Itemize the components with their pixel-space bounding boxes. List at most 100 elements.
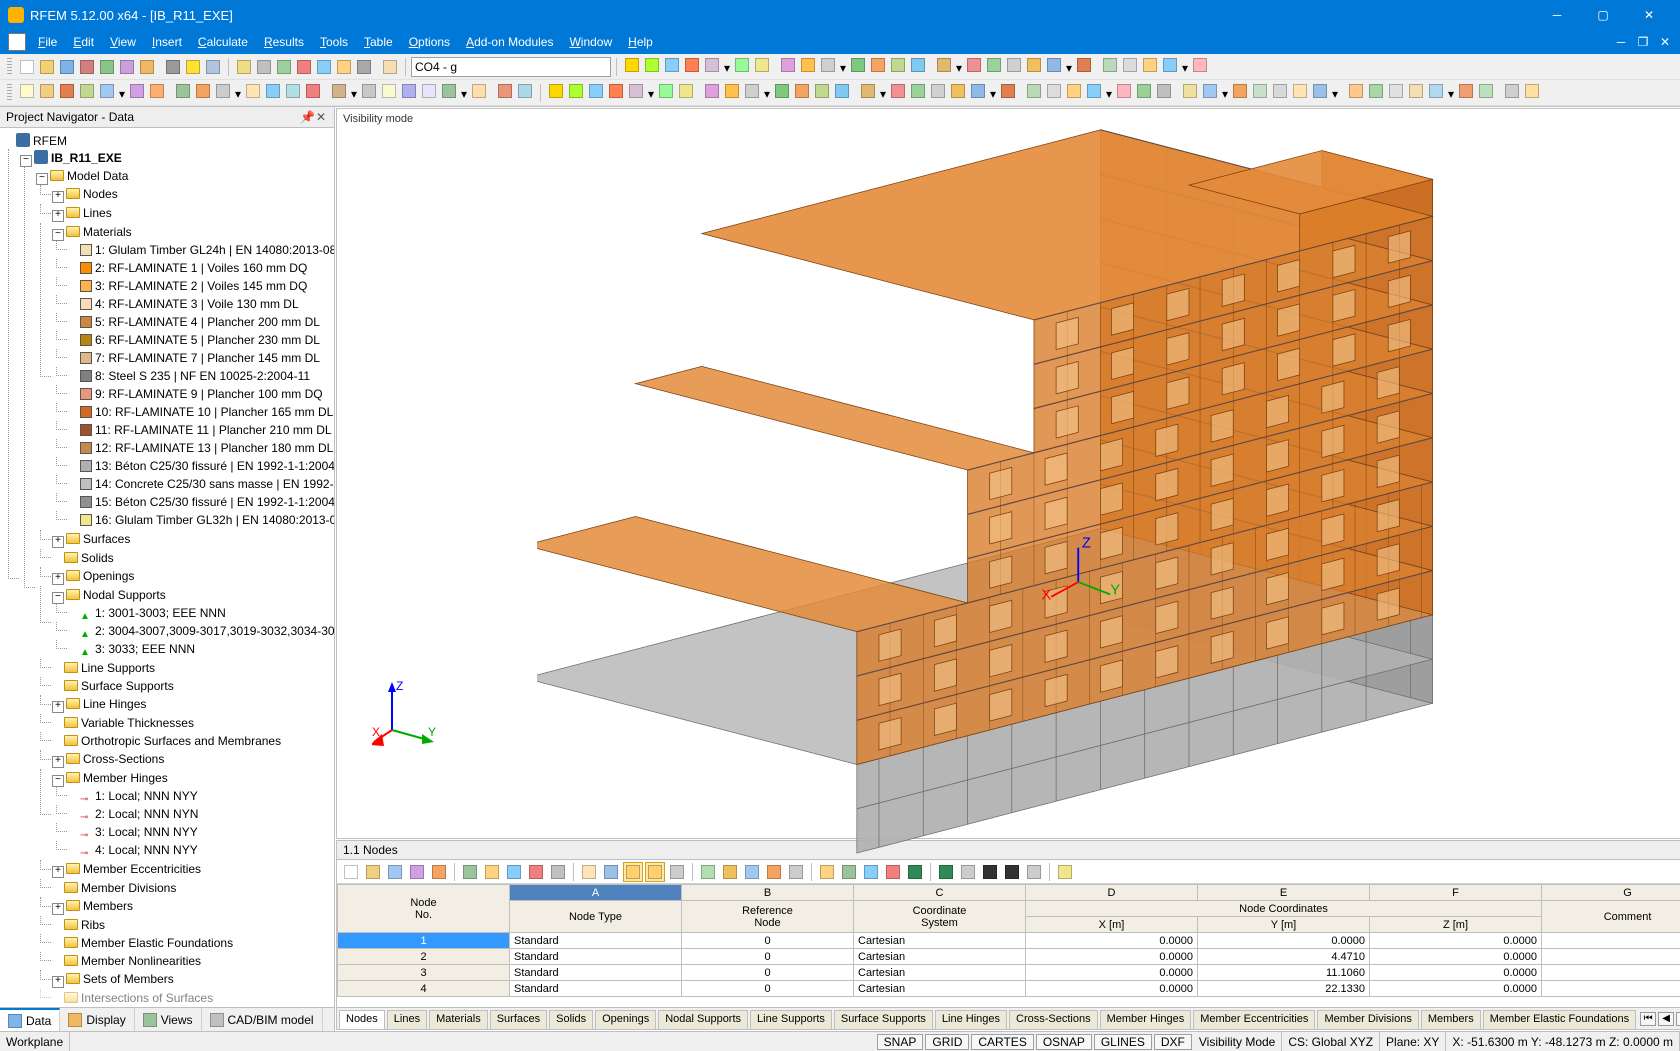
tree-member-hinges[interactable]: Member Hinges bbox=[83, 771, 168, 785]
tree-elastic-found[interactable]: Member Elastic Foundations bbox=[81, 936, 233, 950]
toolbar-button[interactable] bbox=[379, 81, 399, 101]
toolbar-button[interactable] bbox=[17, 81, 37, 101]
toolbar-button[interactable] bbox=[676, 81, 696, 101]
tree-material[interactable]: 2: RF-LAMINATE 1 | Voiles 160 mm DQ bbox=[95, 261, 307, 275]
table-row[interactable]: 2Standard0Cartesian0.00004.47100.0000 bbox=[338, 949, 1680, 965]
minimize-button[interactable]: ─ bbox=[1534, 0, 1580, 30]
status-toggle-osnap[interactable]: OSNAP bbox=[1036, 1034, 1092, 1050]
tree-solids[interactable]: Solids bbox=[81, 551, 114, 565]
toolbar-button[interactable] bbox=[682, 55, 702, 75]
toolbar-dropdown-icon[interactable]: ▾ bbox=[233, 84, 243, 104]
toolbar-button[interactable] bbox=[294, 57, 314, 77]
tree-line-hinges[interactable]: Line Hinges bbox=[83, 697, 146, 711]
tree-nodal-supports[interactable]: Nodal Supports bbox=[83, 588, 166, 602]
table-tab-openings[interactable]: Openings bbox=[595, 1010, 656, 1029]
table-tab-solids[interactable]: Solids bbox=[549, 1010, 593, 1029]
toolbar-button[interactable] bbox=[1426, 81, 1446, 101]
toolbar-button[interactable] bbox=[778, 55, 798, 75]
table-tab-surfaces[interactable]: Surfaces bbox=[490, 1010, 547, 1029]
toolbar-button[interactable] bbox=[1522, 81, 1542, 101]
tree-material[interactable]: 9: RF-LAMINATE 9 | Plancher 100 mm DQ bbox=[95, 387, 323, 401]
toolbar-button[interactable] bbox=[1024, 81, 1044, 101]
tree-openings[interactable]: Openings bbox=[83, 569, 134, 583]
toolbar-button[interactable] bbox=[254, 57, 274, 77]
toolbar-dropdown-icon[interactable]: ▾ bbox=[988, 84, 998, 104]
toolbar-button[interactable] bbox=[243, 81, 263, 101]
toolbar-button[interactable] bbox=[359, 81, 379, 101]
toolbar-button[interactable] bbox=[792, 81, 812, 101]
toolbar-button[interactable] bbox=[234, 57, 254, 77]
toolbar-button[interactable] bbox=[1310, 81, 1330, 101]
toolbar-button[interactable] bbox=[1114, 81, 1134, 101]
tree-material[interactable]: 3: RF-LAMINATE 2 | Voiles 145 mm DQ bbox=[95, 279, 307, 293]
toolbar-dropdown-icon[interactable]: ▾ bbox=[762, 84, 772, 104]
table-row[interactable]: 4Standard0Cartesian0.000022.13300.0000 bbox=[338, 981, 1680, 997]
table-toolbar-button[interactable] bbox=[482, 862, 502, 882]
mdi-minimize-icon[interactable]: ─ bbox=[1612, 35, 1630, 49]
toolbar-dropdown-icon[interactable]: ▾ bbox=[1180, 58, 1190, 78]
toolbar-button[interactable] bbox=[97, 57, 117, 77]
tree-ribs[interactable]: Ribs bbox=[81, 918, 105, 932]
toolbar-button[interactable] bbox=[848, 55, 868, 75]
toolbar-button[interactable] bbox=[1386, 81, 1406, 101]
tree-member-div[interactable]: Member Divisions bbox=[81, 881, 176, 895]
tree-material[interactable]: 7: RF-LAMINATE 7 | Plancher 145 mm DL bbox=[95, 351, 320, 365]
status-toggle-glines[interactable]: GLINES bbox=[1094, 1034, 1152, 1050]
status-toggle-cartes[interactable]: CARTES bbox=[971, 1034, 1033, 1050]
tree-nodes[interactable]: Nodes bbox=[83, 187, 118, 201]
toolbar-button[interactable] bbox=[622, 55, 642, 75]
toolbar-button[interactable] bbox=[137, 57, 157, 77]
toolbar-button[interactable] bbox=[566, 81, 586, 101]
nav-tab-display[interactable]: Display bbox=[60, 1008, 134, 1031]
table-toolbar-button[interactable] bbox=[385, 862, 405, 882]
toolbar-button[interactable] bbox=[1120, 55, 1140, 75]
toolbar-button[interactable] bbox=[1476, 81, 1496, 101]
toolbar-button[interactable] bbox=[1100, 55, 1120, 75]
toolbar-button[interactable] bbox=[772, 81, 792, 101]
tree-member-hinge[interactable]: 1: Local; NNN NYY bbox=[95, 789, 198, 803]
menu-add-on-modules[interactable]: Add-on Modules bbox=[458, 31, 561, 53]
tree-member-ecc[interactable]: Member Eccentricities bbox=[83, 862, 201, 876]
toolbar-grip[interactable] bbox=[7, 58, 12, 76]
tree-material[interactable]: 13: Béton C25/30 fissuré | EN 1992-1-1:2… bbox=[95, 459, 334, 473]
tree-surfaces[interactable]: Surfaces bbox=[83, 532, 130, 546]
tree-line-supports[interactable]: Line Supports bbox=[81, 661, 155, 675]
toolbar-button[interactable] bbox=[606, 81, 626, 101]
toolbar-button[interactable] bbox=[812, 81, 832, 101]
menu-table[interactable]: Table bbox=[356, 31, 401, 53]
table-toolbar-button[interactable] bbox=[429, 862, 449, 882]
doc-icon[interactable] bbox=[8, 33, 26, 51]
toolbar-button[interactable] bbox=[742, 81, 762, 101]
toolbar-button[interactable] bbox=[127, 81, 147, 101]
mdi-restore-icon[interactable]: ❐ bbox=[1634, 35, 1652, 49]
toolbar-button[interactable] bbox=[642, 55, 662, 75]
toolbar-button[interactable] bbox=[1074, 55, 1094, 75]
menu-tools[interactable]: Tools bbox=[312, 31, 356, 53]
toolbar-button[interactable] bbox=[934, 55, 954, 75]
table-tab-nav-icon[interactable]: ◀ bbox=[1658, 1012, 1674, 1026]
toolbar-button[interactable] bbox=[439, 81, 459, 101]
toolbar-button[interactable] bbox=[1290, 81, 1310, 101]
toolbar-button[interactable] bbox=[263, 81, 283, 101]
table-tab-nodal-supports[interactable]: Nodal Supports bbox=[658, 1010, 748, 1029]
tree-nodal-support[interactable]: 2: 3004-3007,3009-3017,3019-3032,3034-30… bbox=[95, 624, 334, 638]
tree-material[interactable]: 1: Glulam Timber GL24h | EN 14080:2013-0… bbox=[95, 243, 334, 257]
toolbar-button[interactable] bbox=[303, 81, 323, 101]
toolbar-button[interactable] bbox=[419, 81, 439, 101]
toolbar-button[interactable] bbox=[334, 57, 354, 77]
tree-material[interactable]: 11: RF-LAMINATE 11 | Plancher 210 mm DL bbox=[95, 423, 332, 437]
tree-material[interactable]: 16: Glulam Timber GL32h | EN 14080:2013-… bbox=[95, 513, 334, 527]
maximize-button[interactable]: ▢ bbox=[1580, 0, 1626, 30]
toolbar-button[interactable] bbox=[1084, 81, 1104, 101]
table-row[interactable]: 3Standard0Cartesian0.000011.10600.0000 bbox=[338, 965, 1680, 981]
table-tab-nav-icon[interactable]: ▶ bbox=[1676, 1012, 1680, 1026]
toolbar-button[interactable] bbox=[193, 81, 213, 101]
toolbar-button[interactable] bbox=[1064, 81, 1084, 101]
table-toolbar-button[interactable] bbox=[407, 862, 427, 882]
status-toggle-grid[interactable]: GRID bbox=[925, 1034, 969, 1050]
toolbar-dropdown-icon[interactable]: ▾ bbox=[117, 84, 127, 104]
toolbar-button[interactable] bbox=[329, 81, 349, 101]
tree-nodal-support[interactable]: 1: 3001-3003; EEE NNN bbox=[95, 606, 226, 620]
toolbar-button[interactable] bbox=[37, 81, 57, 101]
table-toolbar-button[interactable] bbox=[460, 862, 480, 882]
